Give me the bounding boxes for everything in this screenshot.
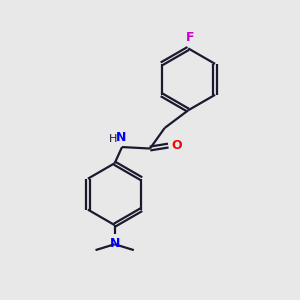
Text: N: N xyxy=(116,130,127,143)
Text: N: N xyxy=(110,237,120,250)
Text: O: O xyxy=(172,139,182,152)
Text: F: F xyxy=(185,31,194,44)
Text: H: H xyxy=(108,134,117,143)
